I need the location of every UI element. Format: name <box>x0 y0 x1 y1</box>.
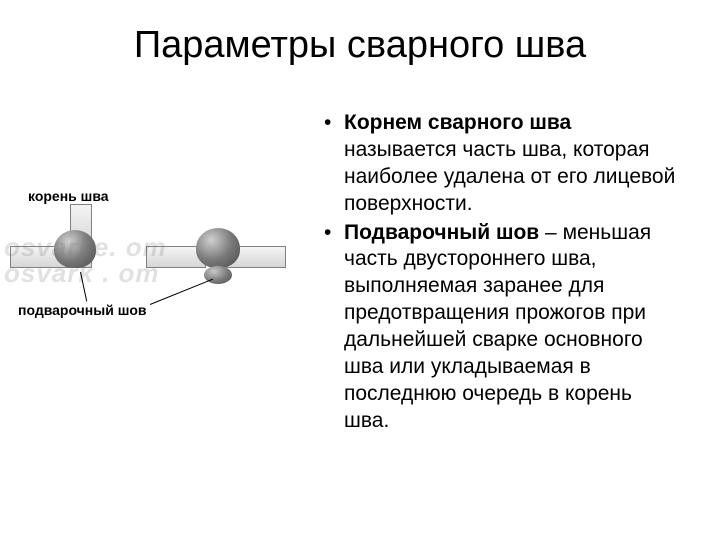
bullet-item: Подварочный шов – меньшая часть двусторо… <box>320 220 680 435</box>
diagram-label-root: корень шва <box>28 188 109 204</box>
slide-title: Параметры сварного шва <box>0 24 720 67</box>
weld-bead <box>196 228 240 268</box>
weld-diagram: корень шва osvarke. om osvark . om подва… <box>10 190 310 390</box>
bullet-rest: – меньшая часть двустороннего шва, выпол… <box>344 221 651 432</box>
diagram-label-backweld: подварочный шов <box>18 302 147 318</box>
slide-content: корень шва osvarke. om osvark . om подва… <box>0 100 720 540</box>
diagram-column: корень шва osvarke. om osvark . om подва… <box>0 100 320 540</box>
bullet-list: Корнем сварного шва называется часть шва… <box>320 110 680 435</box>
bullet-rest: называется часть шва, которая наиболее у… <box>344 138 675 215</box>
bullet-item: Корнем сварного шва называется часть шва… <box>320 110 680 218</box>
bullet-bold: Корнем сварного шва <box>344 111 571 134</box>
bullet-bold: Подварочный шов <box>344 221 539 244</box>
text-column: Корнем сварного шва называется часть шва… <box>320 100 720 540</box>
